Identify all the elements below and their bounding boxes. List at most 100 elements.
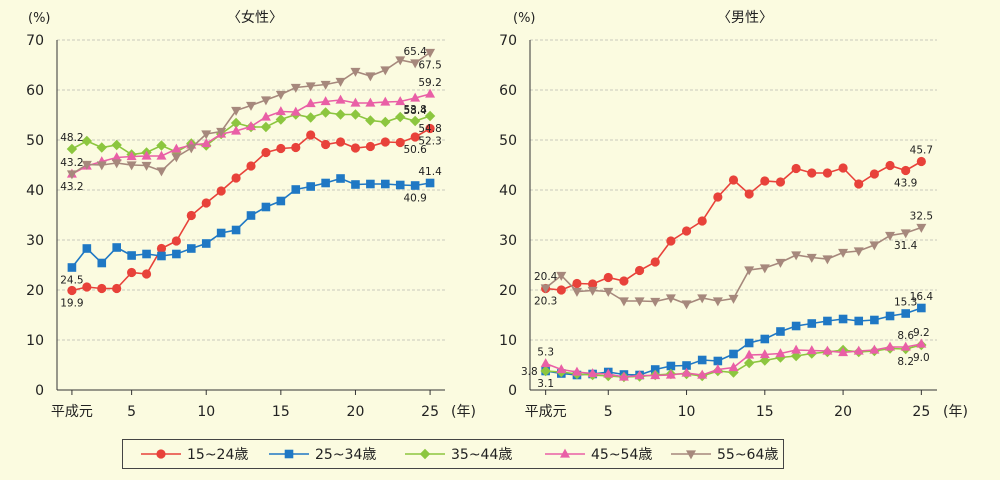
data-point <box>67 263 77 272</box>
legend-label: 55~64歳 <box>717 447 779 463</box>
data-point <box>916 338 927 348</box>
data-point <box>666 361 676 371</box>
data-point <box>917 303 926 313</box>
data-point <box>916 223 927 233</box>
data-label: 40.9 <box>403 193 426 205</box>
series-45~54歳 <box>540 338 927 381</box>
x-tick-label: 10 <box>678 404 696 420</box>
data-point <box>791 344 802 354</box>
data-point <box>365 97 376 107</box>
legend-label: 45~54歳 <box>591 447 653 463</box>
data-point <box>410 132 420 142</box>
data-point <box>201 198 211 208</box>
data-point <box>275 114 287 125</box>
data-label: 58.4 <box>403 105 427 117</box>
data-point <box>186 210 196 221</box>
data-label: 43.9 <box>894 178 917 190</box>
data-point <box>67 285 77 296</box>
data-point <box>350 143 361 153</box>
y-tick-label: 60 <box>499 83 517 99</box>
data-point <box>261 202 271 212</box>
data-point <box>838 163 848 173</box>
series-55~64歳 <box>540 223 927 310</box>
data-point <box>760 334 770 344</box>
data-point <box>776 327 785 336</box>
data-point <box>111 152 122 162</box>
data-label: 5.3 <box>537 347 554 359</box>
legend-label: 35~44歳 <box>451 447 513 463</box>
data-point <box>172 249 181 259</box>
data-point <box>712 364 723 374</box>
data-label: 52.3 <box>418 136 441 148</box>
data-point <box>82 244 92 253</box>
data-point <box>885 311 895 321</box>
data-point <box>869 344 880 354</box>
data-point <box>201 239 211 248</box>
data-point <box>759 264 770 274</box>
data-point <box>869 169 879 179</box>
legend-marker-icon <box>141 449 181 459</box>
data-label: 20.3 <box>534 296 557 308</box>
data-point <box>603 287 614 297</box>
data-point <box>650 370 661 380</box>
data-point <box>775 348 786 358</box>
data-point <box>141 269 152 279</box>
data-point <box>540 284 551 294</box>
data-point <box>697 369 708 379</box>
y-tick-label: 60 <box>26 83 44 99</box>
data-point <box>619 276 629 286</box>
data-point <box>231 125 242 135</box>
series-55~64歳 <box>66 48 436 180</box>
y-tick-label: 40 <box>499 183 517 199</box>
data-point <box>246 161 256 171</box>
data-point <box>556 271 567 281</box>
legend: 15~24歳 25~34歳 35~44歳 45~54歳 55~64歳 <box>122 439 784 469</box>
data-point <box>869 241 880 251</box>
data-label: 54.8 <box>418 123 441 135</box>
data-point <box>380 137 390 147</box>
data-point <box>66 143 78 155</box>
data-point <box>171 153 182 163</box>
data-point <box>231 106 242 116</box>
data-point <box>320 107 331 118</box>
data-point <box>822 345 833 355</box>
legend-item: 55~64歳 <box>671 440 778 468</box>
data-point <box>186 144 197 154</box>
data-point <box>540 358 551 368</box>
series-line <box>71 51 431 175</box>
data-point <box>791 321 801 331</box>
series-15~24歳 <box>541 156 926 295</box>
data-point <box>885 341 896 351</box>
data-label: 24.5 <box>60 275 83 287</box>
data-point <box>916 156 926 167</box>
data-label: 9.0 <box>913 352 930 364</box>
data-point <box>588 279 598 289</box>
series-line <box>71 127 431 292</box>
data-label: 45.7 <box>910 145 933 157</box>
data-point <box>156 150 167 160</box>
data-point <box>425 48 436 58</box>
data-point <box>900 341 911 351</box>
data-label: 65.4 <box>403 46 427 58</box>
data-point <box>728 175 739 185</box>
data-point <box>572 278 582 289</box>
data-point <box>822 168 833 178</box>
data-point <box>587 286 598 296</box>
data-point <box>157 251 166 261</box>
x-axis-unit: (年) <box>943 404 968 420</box>
data-point <box>822 255 833 265</box>
data-point <box>728 362 739 372</box>
data-point <box>276 196 286 206</box>
x-tick-label: 5 <box>604 404 613 420</box>
data-point <box>854 316 864 326</box>
data-point <box>665 294 676 304</box>
data-point <box>366 179 375 189</box>
data-label: 8.2 <box>897 356 914 368</box>
series-line <box>545 226 922 305</box>
y-tick-label: 0 <box>35 383 44 399</box>
data-point <box>230 117 242 129</box>
data-point <box>681 367 692 377</box>
data-point <box>634 265 645 276</box>
data-point <box>321 178 330 188</box>
data-point <box>171 143 182 153</box>
